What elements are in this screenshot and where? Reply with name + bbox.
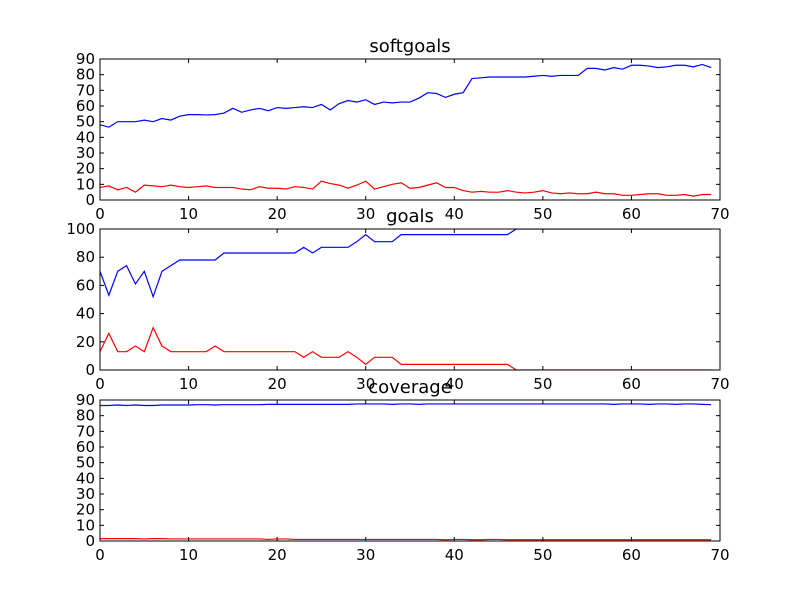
x-tick-label: 60	[622, 546, 641, 564]
y-tick-label: 70	[76, 81, 95, 99]
y-tick-label: 40	[76, 128, 95, 146]
x-tick-label: 20	[268, 375, 287, 393]
y-tick-label: 40	[76, 469, 95, 487]
x-tick-label: 50	[533, 546, 552, 564]
axes-frame	[99, 228, 721, 371]
axes-frame	[99, 399, 721, 542]
x-tick-label: 30	[356, 205, 375, 223]
y-tick-label: 30	[76, 485, 95, 503]
subplot-softgoals: 0 10 20 30 40 50 60 700102030405060708090softgo…	[76, 36, 730, 223]
y-tick-label: 60	[76, 97, 95, 115]
y-tick-label: 0	[85, 361, 95, 379]
y-tick-label: 20	[76, 501, 95, 519]
y-tick-label: 20	[76, 333, 95, 351]
subplot-title: softgoals	[369, 36, 450, 57]
x-tick-label: 70	[710, 375, 729, 393]
y-tick-label: 50	[76, 113, 95, 131]
y-tick-label: 0	[85, 191, 95, 209]
y-tick-label: 90	[76, 50, 95, 68]
x-tick-label: 60	[622, 375, 641, 393]
y-tick-label: 60	[76, 438, 95, 456]
x-tick-label: 0	[95, 546, 105, 564]
x-tick-label: 50	[533, 375, 552, 393]
x-tick-label: 0	[95, 375, 105, 393]
subplot-title: coverage	[368, 377, 452, 398]
subplot-coverage: 0 10 20 30 40 50 60 700102030405060708090covera…	[76, 377, 730, 564]
x-tick-label: 10	[179, 546, 198, 564]
y-tick-label: 0	[85, 532, 95, 550]
axes-frame	[99, 58, 721, 201]
x-tick-label: 30	[356, 546, 375, 564]
x-tick-label: 40	[445, 546, 464, 564]
y-tick-label: 90	[76, 391, 95, 409]
y-tick-label: 30	[76, 144, 95, 162]
x-tick-label: 30	[356, 375, 375, 393]
y-tick-label: 100	[66, 220, 95, 238]
y-tick-label: 10	[76, 175, 95, 193]
y-tick-label: 70	[76, 422, 95, 440]
y-tick-label: 60	[76, 276, 95, 294]
series-line-2	[100, 326, 712, 370]
x-tick-label: 20	[268, 546, 287, 564]
y-tick-label: 50	[76, 454, 95, 472]
x-tick-label: 20	[268, 205, 287, 223]
y-tick-label: 20	[76, 160, 95, 178]
x-tick-label: 70	[710, 205, 729, 223]
x-tick-label: 40	[445, 375, 464, 393]
x-tick-label: 50	[533, 205, 552, 223]
x-tick-label: 70	[710, 546, 729, 564]
x-tick-label: 60	[622, 205, 641, 223]
y-tick-label: 80	[76, 66, 95, 84]
series-line-1	[100, 63, 712, 128]
y-tick-label: 40	[76, 305, 95, 323]
series-line-1	[100, 403, 712, 407]
x-tick-label: 10	[179, 375, 198, 393]
x-tick-label: 0	[95, 205, 105, 223]
subplot-title: goals	[386, 206, 434, 227]
x-tick-label: 10	[179, 205, 198, 223]
y-tick-label: 80	[76, 248, 95, 266]
y-tick-label: 10	[76, 516, 95, 534]
series-line-2	[100, 538, 712, 541]
series-line-1	[100, 229, 712, 299]
y-tick-label: 80	[76, 407, 95, 425]
x-tick-label: 40	[445, 205, 464, 223]
series-line-2	[100, 180, 712, 197]
